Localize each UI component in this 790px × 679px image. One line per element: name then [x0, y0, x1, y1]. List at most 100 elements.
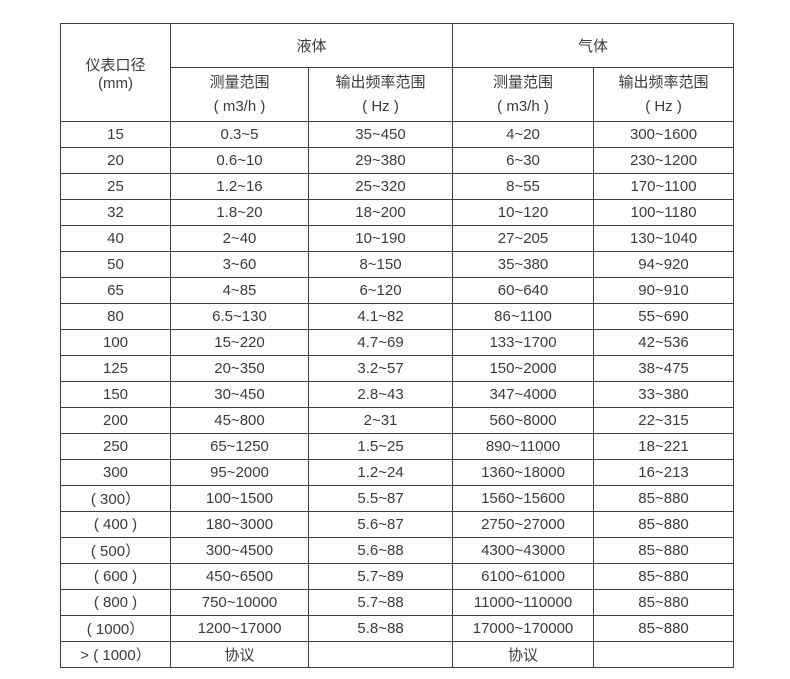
- liquid-measure-cell: 0.6~10: [170, 147, 309, 174]
- diameter-cell: ( 800 ): [60, 589, 171, 616]
- diameter-cell: 25: [60, 173, 171, 200]
- table-row: 150 30~450 2.8~43 347~4000 33~380: [60, 381, 735, 408]
- liquid-frequency-cell: 5.8~88: [307, 615, 454, 642]
- gas-frequency-cell: 85~880: [593, 563, 735, 590]
- gas-measure-cell: 4300~43000: [452, 537, 595, 564]
- diameter-cell: 125: [60, 355, 171, 382]
- gas-measure-cell: 6~30: [452, 147, 595, 174]
- liquid-frequency-cell: 35~450: [307, 121, 454, 148]
- liquid-measure-cell: 3~60: [170, 251, 309, 278]
- liquid-frequency-cell: 5.7~89: [307, 563, 454, 590]
- gas-measure-cell: 11000~110000: [452, 589, 595, 616]
- table-row: 100 15~220 4.7~69 133~1700 42~536: [60, 329, 735, 356]
- gas-frequency-cell: 85~880: [593, 615, 735, 642]
- liquid-frequency-cell: 25~320: [307, 173, 454, 200]
- gas-frequency-cell: 94~920: [593, 251, 735, 278]
- liquid-measure-cell: 1.8~20: [170, 199, 309, 226]
- header-unit: ( m3/h ): [497, 97, 549, 115]
- table-row: 80 6.5~130 4.1~82 86~1100 55~690: [60, 303, 735, 330]
- diameter-cell: > ( 1000）: [60, 641, 171, 668]
- diameter-cell: 80: [60, 303, 171, 330]
- gas-frequency-cell: [593, 641, 735, 668]
- table-row: ( 400 ) 180~3000 5.6~87 2750~27000 85~880: [60, 511, 735, 538]
- table-row: 50 3~60 8~150 35~380 94~920: [60, 251, 735, 278]
- diameter-cell: 100: [60, 329, 171, 356]
- liquid-measure-cell: 100~1500: [170, 485, 309, 512]
- liquid-frequency-cell: 5.6~88: [307, 537, 454, 564]
- gas-frequency-cell: 85~880: [593, 537, 735, 564]
- gas-group-header: 气体: [452, 23, 735, 68]
- diameter-cell: ( 600 ): [60, 563, 171, 590]
- liquid-measure-cell: 180~3000: [170, 511, 309, 538]
- liquid-measure-cell: 0.3~5: [170, 121, 309, 148]
- liquid-measure-range-header: 测量范围 ( m3/h ): [170, 67, 309, 122]
- liquid-measure-cell: 65~1250: [170, 433, 309, 460]
- gas-frequency-cell: 55~690: [593, 303, 735, 330]
- gas-measure-cell: 86~1100: [452, 303, 595, 330]
- table-row: 65 4~85 6~120 60~640 90~910: [60, 277, 735, 304]
- liquid-measure-cell: 1.2~16: [170, 173, 309, 200]
- liquid-frequency-cell: 5.6~87: [307, 511, 454, 538]
- diameter-cell: ( 500）: [60, 537, 171, 564]
- header-unit: ( Hz ): [362, 97, 399, 115]
- gas-measure-cell: 协议: [452, 641, 595, 668]
- liquid-frequency-cell: 4.1~82: [307, 303, 454, 330]
- header-label: 测量范围: [493, 74, 554, 92]
- gas-frequency-cell: 85~880: [593, 485, 735, 512]
- diameter-cell: 20: [60, 147, 171, 174]
- liquid-measure-cell: 95~2000: [170, 459, 309, 486]
- table-row: ( 300） 100~1500 5.5~87 1560~15600 85~880: [60, 485, 735, 512]
- gas-measure-cell: 27~205: [452, 225, 595, 252]
- table-row: ( 600 ) 450~6500 5.7~89 6100~61000 85~880: [60, 563, 735, 590]
- gas-measure-cell: 10~120: [452, 199, 595, 226]
- table-row: 15 0.3~5 35~450 4~20 300~1600: [60, 121, 735, 148]
- header-label: 输出频率范围: [335, 74, 426, 92]
- diameter-cell: 150: [60, 381, 171, 408]
- diameter-cell: 200: [60, 407, 171, 434]
- gas-measure-cell: 2750~27000: [452, 511, 595, 538]
- header-unit: ( Hz ): [645, 97, 682, 115]
- liquid-measure-cell: 20~350: [170, 355, 309, 382]
- liquid-frequency-cell: 29~380: [307, 147, 454, 174]
- table-row: 32 1.8~20 18~200 10~120 100~1180: [60, 199, 735, 226]
- diameter-cell: 15: [60, 121, 171, 148]
- gas-measure-cell: 1360~18000: [452, 459, 595, 486]
- gas-frequency-cell: 38~475: [593, 355, 735, 382]
- diameter-cell: 50: [60, 251, 171, 278]
- liquid-measure-cell: 750~10000: [170, 589, 309, 616]
- liquid-measure-cell: 6.5~130: [170, 303, 309, 330]
- liquid-frequency-cell: 5.5~87: [307, 485, 454, 512]
- sub-header-row: 测量范围 ( m3/h ) 输出频率范围 ( Hz ) 测量范围 ( m3/h …: [61, 67, 735, 122]
- gas-frequency-cell: 16~213: [593, 459, 735, 486]
- gas-measure-cell: 150~2000: [452, 355, 595, 382]
- gas-measure-range-header: 测量范围 ( m3/h ): [452, 67, 595, 122]
- header-unit: ( m3/h ): [213, 97, 266, 115]
- table-row: 250 65~1250 1.5~25 890~11000 18~221: [60, 433, 735, 460]
- liquid-frequency-cell: 1.2~24: [307, 459, 454, 486]
- liquid-frequency-cell: 1.5~25: [307, 433, 454, 460]
- gas-frequency-cell: 230~1200: [593, 147, 735, 174]
- gas-frequency-range-header: 输出频率范围 ( Hz ): [593, 67, 735, 122]
- diameter-header-cell: 仪表口径 (mm): [60, 23, 171, 122]
- gas-frequency-cell: 42~536: [593, 329, 735, 356]
- table-header: 仪表口径 (mm) 液体 气体 测量范围 ( m3/h ) 输出频率范围 ( H…: [60, 23, 735, 122]
- gas-measure-cell: 17000~170000: [452, 615, 595, 642]
- liquid-measure-cell: 15~220: [170, 329, 309, 356]
- gas-measure-cell: 8~55: [452, 173, 595, 200]
- liquid-measure-cell: 30~450: [170, 381, 309, 408]
- flow-meter-range-table: 仪表口径 (mm) 液体 气体 测量范围 ( m3/h ) 输出频率范围 ( H…: [60, 23, 735, 668]
- liquid-group-header: 液体: [169, 23, 454, 68]
- liquid-frequency-cell: 2.8~43: [307, 381, 454, 408]
- gas-frequency-cell: 18~221: [593, 433, 735, 460]
- diameter-cell: 32: [60, 199, 171, 226]
- table-row: ( 1000） 1200~17000 5.8~88 17000~170000 85~88…: [60, 615, 735, 642]
- gas-frequency-cell: 33~380: [593, 381, 735, 408]
- table-row: 200 45~800 2~31 560~8000 22~315: [60, 407, 735, 434]
- diameter-cell: 40: [60, 225, 171, 252]
- liquid-frequency-cell: 8~150: [307, 251, 454, 278]
- liquid-measure-cell: 300~4500: [170, 537, 309, 564]
- diameter-cell: 250: [60, 433, 171, 460]
- gas-measure-cell: 6100~61000: [452, 563, 595, 590]
- liquid-measure-cell: 4~85: [170, 277, 309, 304]
